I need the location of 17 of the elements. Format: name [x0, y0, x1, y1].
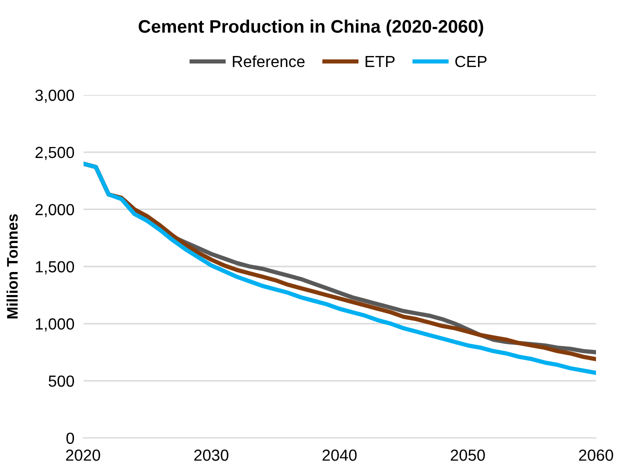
- x-tick-label: 2030: [194, 450, 228, 461]
- y-tick-label: 500: [48, 375, 74, 387]
- y-tick-label: 2,500: [36, 146, 74, 160]
- y-tick-label: 1,000: [36, 318, 74, 332]
- y-tick-label: 1,500: [36, 261, 74, 274]
- legend-label: ETP: [366, 56, 395, 68]
- x-tick-label: 2050: [450, 450, 485, 461]
- chart-title: Cement Production in China (2020-2060): [138, 20, 484, 36]
- x-tick-label: 2020: [66, 450, 100, 461]
- x-tick-label: 2040: [322, 450, 357, 461]
- y-tick-label: 0: [66, 432, 74, 444]
- y-tick-label: 2,000: [36, 204, 74, 218]
- y-axis-title: Million Tonnes: [6, 214, 18, 318]
- x-tick-label: 2060: [579, 450, 614, 461]
- legend-label: CEP: [455, 56, 487, 68]
- y-tick-label: 3,000: [35, 90, 74, 103]
- legend-label: Reference: [232, 55, 305, 68]
